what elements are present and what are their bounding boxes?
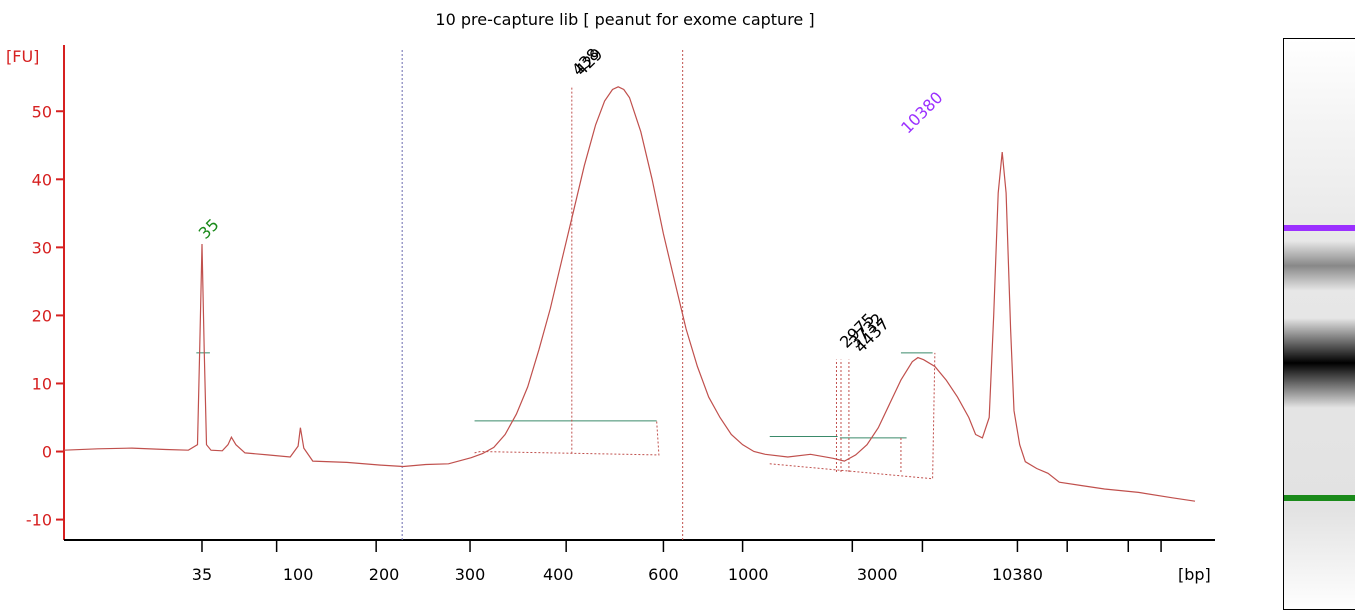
gel-smear-band — [1284, 240, 1355, 291]
chart-title: 10 pre-capture lib [ peanut for exome ca… — [435, 10, 814, 29]
x-tick-label: 400 — [543, 565, 574, 584]
y-tick-label: 10 — [32, 374, 52, 393]
electropherogram-chart: 10 pre-capture lib [ peanut for exome ca… — [6, 10, 1215, 584]
gel-smear-band — [1284, 318, 1355, 408]
x-tick-label: 600 — [648, 565, 679, 584]
x-tick-label: 35 — [192, 565, 212, 584]
region-boundaries — [401, 50, 684, 540]
x-tick-label: 100 — [283, 565, 314, 584]
x-tick-label: 3000 — [857, 565, 898, 584]
gel-marker-band — [1284, 225, 1355, 231]
trace-line — [63, 86, 1196, 502]
y-tick-label: 30 — [32, 238, 52, 257]
y-axis-unit: [FU] — [6, 47, 39, 66]
x-tick-label: 200 — [369, 565, 400, 584]
peak-baseline — [769, 352, 936, 480]
y-tick-label: -10 — [26, 511, 52, 530]
x-axis: 35 100 200 300 400 600 1000 3000 10380 — [64, 539, 1215, 584]
y-tick-label: 40 — [32, 170, 52, 189]
x-tick-label: 300 — [455, 565, 486, 584]
peak-label: 10380 — [897, 88, 946, 137]
x-tick-label: 10380 — [992, 565, 1043, 584]
peak-label: 35 — [195, 215, 223, 243]
gel-marker-band — [1284, 495, 1355, 501]
y-tick-label: 20 — [32, 306, 52, 325]
gel-image-lane — [1283, 38, 1355, 610]
x-axis-unit: [bp] — [1178, 565, 1211, 584]
y-axis: -10 0 10 20 30 40 50 — [26, 45, 65, 540]
y-tick-label: 50 — [32, 102, 52, 121]
x-tick-label: 1000 — [728, 565, 769, 584]
peak-baseline — [474, 420, 660, 456]
peak-integration-lines — [196, 87, 936, 480]
y-tick-label: 0 — [42, 443, 52, 462]
trace-series — [63, 86, 1196, 502]
